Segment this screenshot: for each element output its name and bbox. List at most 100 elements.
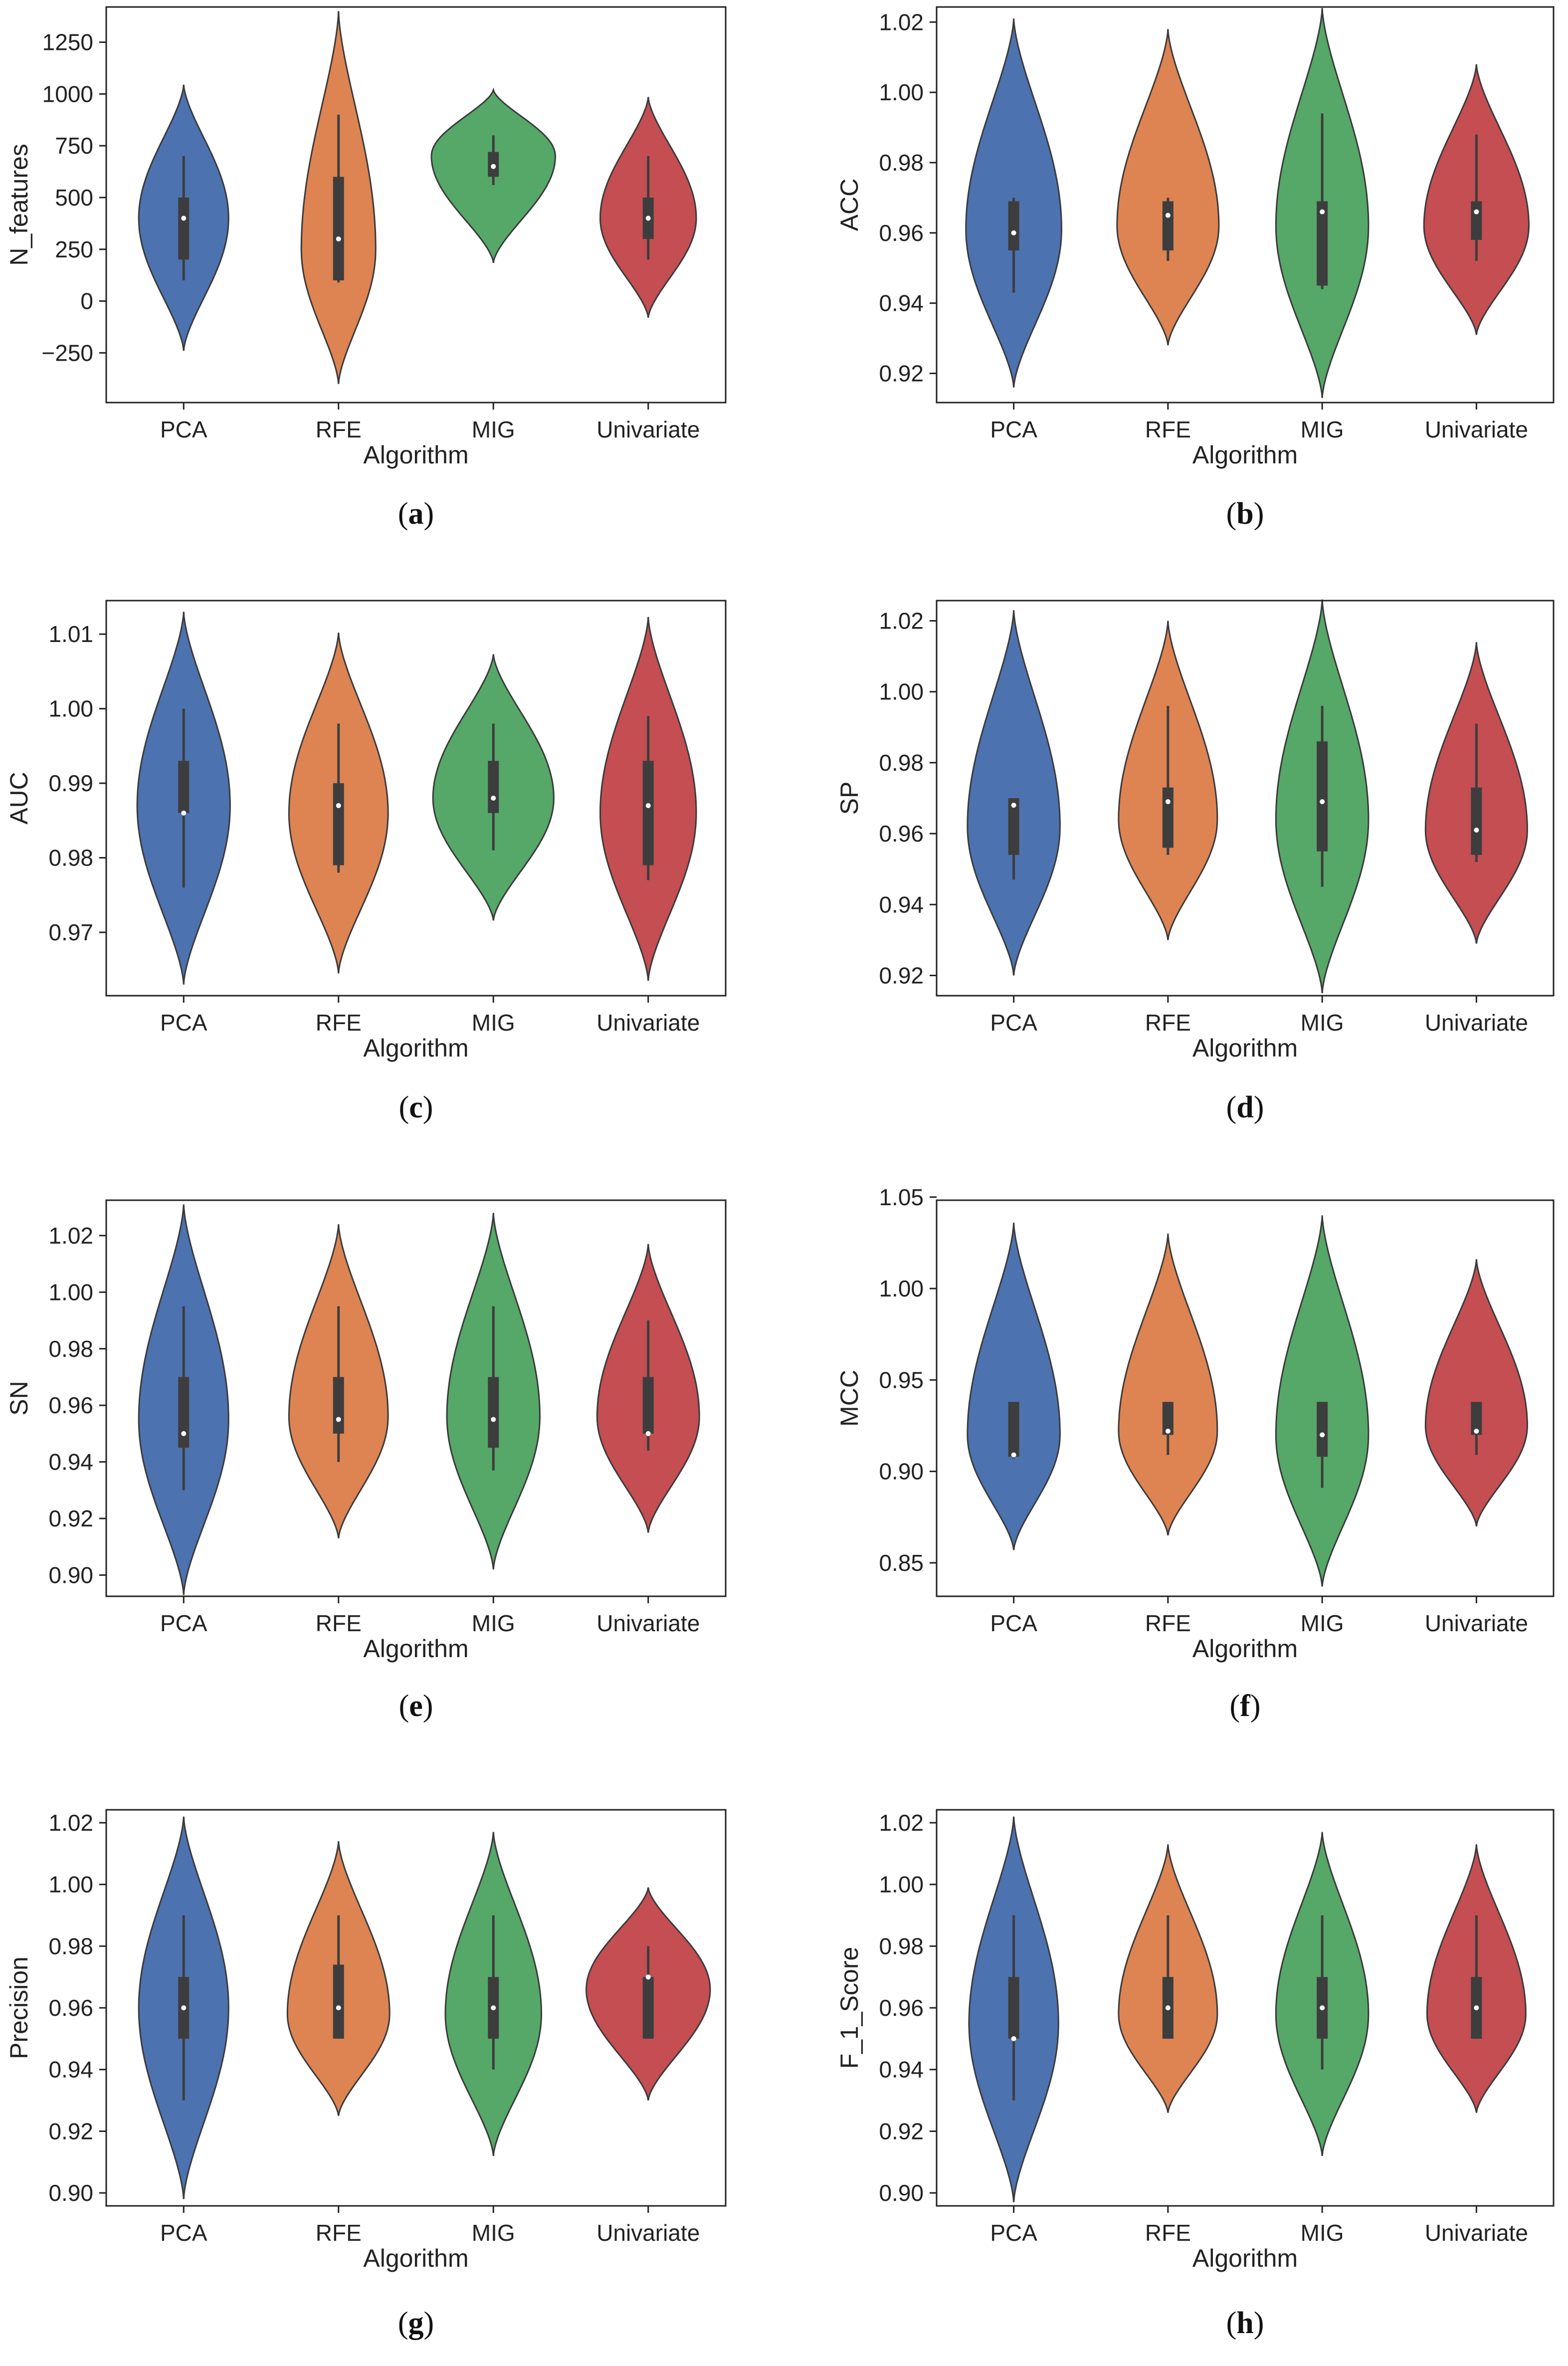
violin-body-rfe (1116, 29, 1220, 346)
x-tick-label-mig: MIG (472, 1010, 515, 1036)
iqr-box-rfe (333, 177, 344, 281)
y-tick-label: 1.00 (879, 679, 924, 705)
y-tick-label: −250 (41, 340, 93, 366)
median-dot-univariate (645, 1974, 651, 1980)
y-tick-label: 1.00 (48, 1872, 93, 1898)
plot-frame (936, 1199, 1555, 1597)
x-tick-label-rfe: RFE (1145, 417, 1191, 442)
median-dot-mig (1320, 1432, 1325, 1438)
caption-close: ) (423, 1689, 433, 1723)
panel-caption: (c) (399, 1090, 433, 1124)
y-tick-label: 0.97 (48, 919, 93, 945)
iqr-box-rfe (1162, 201, 1174, 251)
violin-rfe (300, 11, 377, 384)
chart-panel-e: 0.90 0.92 0.94 0.96 0.98 1.00 1.02 PCA RFE MIG Uni… (5, 1199, 727, 1723)
violin-pca (968, 1816, 1059, 2202)
violin-univariate (599, 617, 697, 981)
violin-rfe (1118, 621, 1218, 940)
plot-frame (105, 1199, 727, 1597)
panel-caption: (a) (398, 497, 434, 531)
chart-panel-c: 0.97 0.98 0.99 1.00 1.01 PCA RFE MIG Univariate A… (5, 600, 727, 1124)
violin-mig (444, 1832, 543, 2156)
iqr-box-mig (1317, 741, 1328, 852)
x-tick-label-pca: PCA (160, 1010, 207, 1036)
iqr-box-mig (488, 1377, 499, 1448)
y-tick-label: 1.00 (48, 1279, 93, 1305)
iqr-box-pca (178, 1377, 190, 1448)
x-tick-label-rfe: RFE (1145, 1010, 1191, 1036)
x-tick-label-univariate: Univariate (1425, 2220, 1528, 2246)
median-dot-univariate (1474, 2005, 1479, 2010)
violin-pca (136, 612, 231, 985)
iqr-box-univariate (642, 1377, 654, 1434)
violin-univariate (596, 1244, 700, 1533)
median-dot-rfe (336, 2005, 341, 2010)
x-tick-label-mig: MIG (472, 2220, 515, 2246)
x-tick-label-rfe: RFE (1145, 1610, 1191, 1636)
violin-rfe (1118, 1234, 1218, 1536)
y-tick-label: 0.90 (879, 1459, 924, 1485)
iqr-box-univariate (1471, 201, 1482, 240)
violin-pca (965, 18, 1063, 388)
caption-open: ( (398, 497, 408, 531)
violin-univariate (586, 1887, 711, 2101)
y-tick-label: 0.94 (48, 2057, 93, 2083)
x-axis-title: Algorithm (363, 2244, 468, 2272)
violin-body-pca (967, 1223, 1061, 1550)
violin-body-mig (1275, 1215, 1370, 1587)
y-tick-label: 250 (55, 236, 93, 262)
y-tick-label: 1.00 (879, 79, 924, 105)
iqr-box-pca (1008, 798, 1019, 855)
y-tick-label: 0.98 (48, 1336, 93, 1362)
y-axis-title: MCC (835, 1370, 863, 1427)
y-tick-label: 1.00 (879, 1276, 924, 1301)
chart-panel-f: 0.85 0.90 0.95 1.00 1.05 PCA RFE MIG Univariate A… (835, 1184, 1555, 1723)
caption-letter: a (408, 497, 424, 531)
panel-caption: (b) (1226, 497, 1264, 531)
caption-close: ) (1250, 1689, 1261, 1723)
iqr-box-mig (488, 761, 499, 813)
chart-panel-b: 0.92 0.94 0.96 0.98 1.00 1.02 PCA RFE MIG Univari… (835, 6, 1555, 531)
median-dot-univariate (645, 1431, 651, 1436)
y-tick-label: 0.98 (879, 750, 924, 776)
y-tick-label: 1.05 (879, 1184, 924, 1210)
caption-letter: h (1236, 2306, 1253, 2340)
y-tick-label: 0.98 (879, 1933, 924, 1959)
y-tick-label: 0.92 (48, 2118, 93, 2144)
iqr-box-mig (1317, 201, 1328, 286)
caption-open: ( (398, 2306, 408, 2340)
y-axis-title: N_features (5, 144, 33, 266)
iqr-box-pca (178, 197, 190, 260)
x-tick-label-pca: PCA (990, 417, 1037, 442)
panel-caption: (f) (1230, 1689, 1261, 1723)
x-tick-label-univariate: Univariate (596, 1610, 700, 1636)
median-dot-mig (491, 1417, 496, 1422)
x-tick-label-mig: MIG (1301, 417, 1344, 442)
x-tick-label-pca: PCA (160, 2220, 207, 2246)
caption-close: ) (1254, 497, 1264, 531)
y-tick-label: 1.02 (879, 1810, 924, 1836)
x-tick-label-rfe: RFE (316, 2220, 362, 2246)
violin-mig (432, 654, 555, 921)
caption-open: ( (399, 1689, 409, 1723)
violin-body-univariate (1424, 1259, 1528, 1526)
y-tick-label: 0.96 (48, 1392, 93, 1418)
plot-frame (936, 600, 1555, 997)
iqr-box-rfe (333, 1964, 344, 2039)
iqr-box-rfe (1162, 1402, 1174, 1435)
iqr-box-pca (1008, 1402, 1019, 1457)
median-dot-rfe (336, 803, 341, 808)
caption-close: ) (424, 2306, 434, 2340)
x-tick-label-pca: PCA (990, 1610, 1037, 1636)
median-dot-pca (181, 1431, 187, 1436)
y-tick-label: 0.92 (879, 2118, 924, 2144)
y-tick-label: 0.96 (879, 821, 924, 847)
y-tick-label: 0.96 (879, 220, 924, 246)
y-tick-label: 750 (55, 133, 93, 159)
panel-caption: (d) (1226, 1090, 1264, 1124)
caption-open: ( (1230, 1689, 1240, 1723)
caption-letter: c (409, 1090, 423, 1124)
y-tick-label: 0.90 (879, 2180, 924, 2206)
caption-letter: g (408, 2306, 424, 2340)
x-axis-title: Algorithm (363, 1034, 468, 1062)
